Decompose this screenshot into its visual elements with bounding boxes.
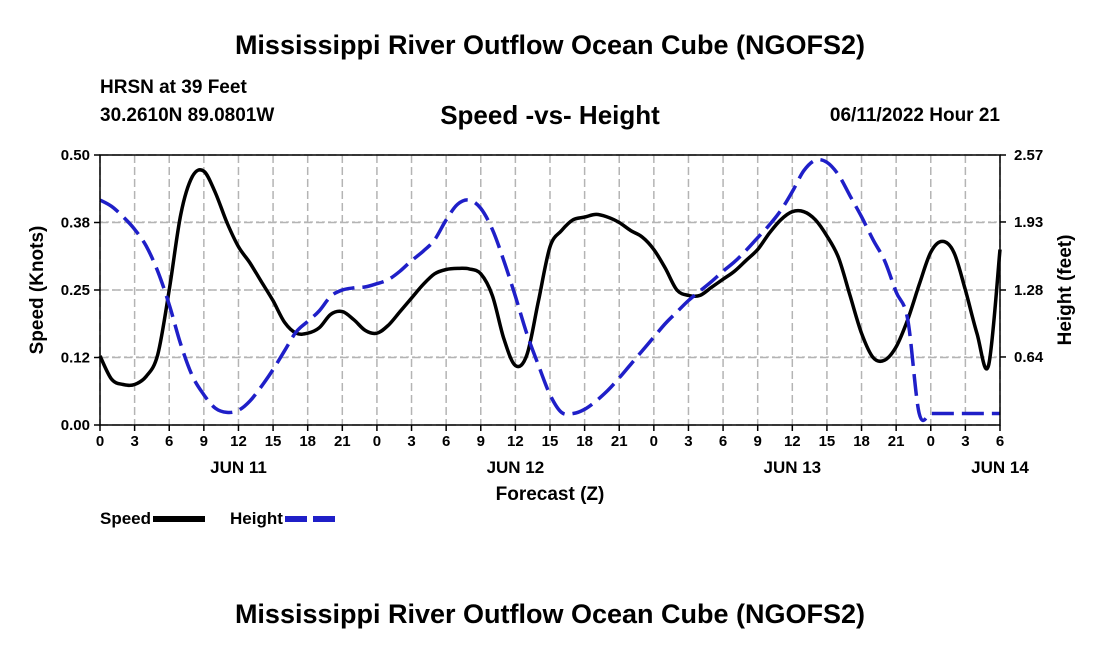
y-axis-label: Speed (Knots) <box>27 226 48 355</box>
x-tick-label: 0 <box>927 433 935 450</box>
chart-subtitle: Speed -vs- Height <box>440 100 660 130</box>
y2-tick-label: 1.93 <box>1014 214 1043 231</box>
x-tick-label: 3 <box>961 433 969 450</box>
y2-tick-label: 0.64 <box>1014 349 1044 366</box>
x-tick-label: 9 <box>477 433 485 450</box>
x-tick-label: 18 <box>853 433 870 450</box>
x-tick-label: 0 <box>96 433 104 450</box>
speed-series-line <box>98 168 1002 388</box>
y-tick-label: 0.25 <box>61 282 90 299</box>
series-layer <box>98 157 1002 423</box>
x-date-label: JUN 11 <box>210 458 267 477</box>
x-tick-label: 3 <box>684 433 692 450</box>
x-tick-label: 9 <box>200 433 208 450</box>
y-tick-label: 0.12 <box>61 350 90 367</box>
legend-speed-swatch <box>153 516 206 522</box>
x-tick-label: 12 <box>230 433 247 450</box>
x-tick-label: 21 <box>611 433 628 450</box>
x-tick-label: 6 <box>442 433 450 450</box>
x-date-label: JUN 14 <box>971 458 1029 477</box>
y2-tick-label: 1.28 <box>1014 282 1043 299</box>
legend-height-swatch <box>284 516 337 522</box>
x-tick-label: 12 <box>784 433 801 450</box>
legend-speed-label: Speed <box>100 509 152 528</box>
x-tick-label: 6 <box>996 433 1004 450</box>
legend-speed: Speed <box>100 509 206 529</box>
x-tick-label: 0 <box>373 433 381 450</box>
x-tick-label: 21 <box>334 433 351 450</box>
forecast-timestamp: 06/11/2022 Hour 21 <box>829 105 1000 126</box>
x-tick-label: 15 <box>542 433 559 450</box>
x-tick-label: 0 <box>650 433 658 450</box>
grid-layer <box>99 154 1001 426</box>
x-tick-label: 3 <box>407 433 415 450</box>
x-tick-label: 6 <box>165 433 173 450</box>
x-tick-label: 18 <box>576 433 593 450</box>
station-coords: 30.2610N 89.0801W <box>100 105 275 126</box>
legend-height: Height <box>230 509 337 529</box>
legend-height-label: Height <box>230 509 283 528</box>
y-tick-label: 0.50 <box>61 147 90 164</box>
x-tick-label: 12 <box>507 433 524 450</box>
x-tick-label: 9 <box>754 433 762 450</box>
station-name: HRSN at 39 Feet <box>100 77 247 98</box>
x-date-label: JUN 13 <box>763 458 821 477</box>
x-axis-label: Forecast (Z) <box>496 484 605 505</box>
x-tick-label: 21 <box>888 433 905 450</box>
axis-layer: 0 3 6 9 12 15 18 21 0 3 6 9 12 15 18 21 0 3 6 9 12 15 18 21 0 3 6 0… <box>61 147 1044 477</box>
x-tick-label: 18 <box>299 433 316 450</box>
x-tick-label: 6 <box>719 433 727 450</box>
x-tick-label: 15 <box>819 433 836 450</box>
y2-axis-label: Height (feet) <box>1055 235 1076 346</box>
height-series-line <box>99 157 1000 423</box>
x-tick-label: 3 <box>130 433 138 450</box>
y-tick-label: 0.00 <box>61 417 90 434</box>
x-tick-label: 15 <box>265 433 282 450</box>
y-tick-label: 0.38 <box>61 215 90 232</box>
x-date-label: JUN 12 <box>487 458 545 477</box>
y2-tick-label: 2.57 <box>1014 147 1043 164</box>
main-title: Mississippi River Outflow Ocean Cube (NG… <box>234 30 866 60</box>
footer-title: Mississippi River Outflow Ocean Cube (NG… <box>234 599 866 629</box>
